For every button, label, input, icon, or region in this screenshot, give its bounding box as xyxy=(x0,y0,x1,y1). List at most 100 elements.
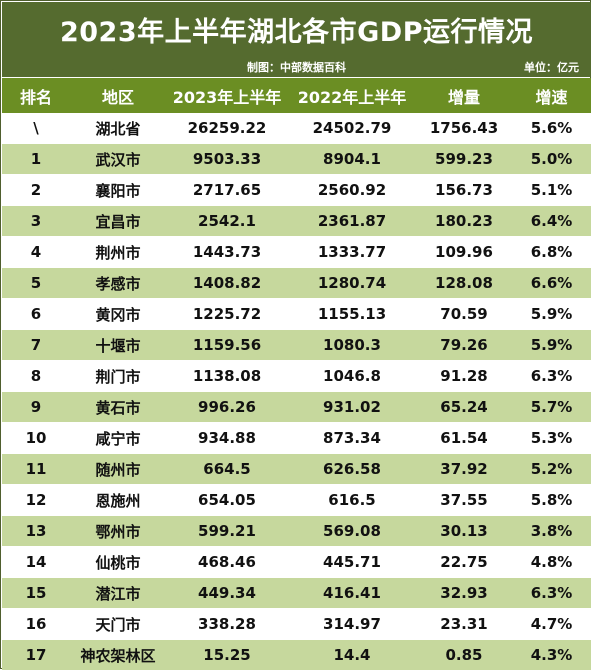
cell-growth-rate: 5.2% xyxy=(530,460,573,478)
cell-increase: 91.28 xyxy=(440,367,488,385)
cell-growth-rate: 6.3% xyxy=(530,584,573,602)
cell-2022h1: 8904.1 xyxy=(323,150,381,168)
cell-2023h1: 2717.65 xyxy=(192,181,262,199)
table-header: 排名 地区 2023年上半年 2022年上半年 增量 增速 xyxy=(2,78,591,113)
header-region: 地区 xyxy=(101,87,134,107)
table-row: \ 湖北省 26259.22 24502.79 1756.43 5.6% xyxy=(2,113,591,144)
cell-region: 荆州市 xyxy=(95,243,141,262)
cell-2022h1: 569.08 xyxy=(323,522,381,540)
cell-2022h1: 1046.8 xyxy=(323,367,381,385)
cell-increase: 109.96 xyxy=(435,243,493,261)
cell-rank: 3 xyxy=(30,212,42,230)
cell-2023h1: 449.34 xyxy=(198,584,256,602)
cell-increase: 37.92 xyxy=(440,460,488,478)
cell-2023h1: 934.88 xyxy=(198,429,256,447)
cell-2023h1: 1408.82 xyxy=(192,274,262,292)
cell-growth-rate: 6.4% xyxy=(530,212,573,230)
cell-2022h1: 445.71 xyxy=(323,553,381,571)
cell-rank: 7 xyxy=(30,336,42,354)
cell-growth-rate: 5.9% xyxy=(530,336,573,354)
cell-2023h1: 1138.08 xyxy=(192,367,262,385)
table-row: 10 咸宁市 934.88 873.34 61.54 5.3% xyxy=(2,423,591,454)
table-row: 16 天门市 338.28 314.97 23.31 4.7% xyxy=(2,609,591,640)
cell-region: 湖北省 xyxy=(95,119,141,138)
cell-increase: 180.23 xyxy=(435,212,493,230)
cell-2022h1: 24502.79 xyxy=(312,119,392,137)
cell-rank: 1 xyxy=(30,150,42,168)
table-row: 17 神农架林区 15.25 14.4 0.85 4.3% xyxy=(2,640,591,671)
table-row: 1 武汉市 9503.33 8904.1 599.23 5.0% xyxy=(2,144,591,175)
credit-text: 制图：中部数据百科 xyxy=(247,61,346,74)
cell-region: 黄冈市 xyxy=(95,305,141,324)
cell-rank: 9 xyxy=(30,398,42,416)
cell-increase: 30.13 xyxy=(440,522,488,540)
cell-region: 咸宁市 xyxy=(95,429,141,448)
cell-2022h1: 616.5 xyxy=(328,491,376,509)
cell-2023h1: 1225.72 xyxy=(192,305,262,323)
cell-region: 神农架林区 xyxy=(80,646,156,665)
cell-region: 十堰市 xyxy=(95,336,141,355)
table-row: 14 仙桃市 468.46 445.71 22.75 4.8% xyxy=(2,547,591,578)
cell-growth-rate: 5.0% xyxy=(530,150,573,168)
header-2022h1: 2022年上半年 xyxy=(297,87,407,107)
cell-2023h1: 2542.1 xyxy=(198,212,256,230)
cell-2022h1: 931.02 xyxy=(323,398,381,416)
table-row: 2 襄阳市 2717.65 2560.92 156.73 5.1% xyxy=(2,175,591,206)
cell-2022h1: 2361.87 xyxy=(317,212,387,230)
cell-increase: 1756.43 xyxy=(429,119,499,137)
header-2023h1: 2023年上半年 xyxy=(172,87,282,107)
cell-2023h1: 599.21 xyxy=(198,522,256,540)
cell-rank: 11 xyxy=(25,460,47,478)
table-row: 15 潜江市 449.34 416.41 32.93 6.3% xyxy=(2,578,591,609)
table-row: 4 荆州市 1443.73 1333.77 109.96 6.8% xyxy=(2,237,591,268)
cell-growth-rate: 5.6% xyxy=(530,119,573,137)
cell-growth-rate: 5.3% xyxy=(530,429,573,447)
table-row: 6 黄冈市 1225.72 1155.13 70.59 5.9% xyxy=(2,299,591,330)
table-row: 12 恩施州 654.05 616.5 37.55 5.8% xyxy=(2,485,591,516)
cell-2023h1: 26259.22 xyxy=(187,119,267,137)
meta-bar: 制图：中部数据百科 单位：亿元 xyxy=(2,56,591,77)
cell-region: 孝感市 xyxy=(95,274,141,293)
cell-2022h1: 1080.3 xyxy=(323,336,381,354)
cell-2022h1: 1280.74 xyxy=(317,274,387,292)
cell-rank: 16 xyxy=(25,615,47,633)
table-row: 9 黄石市 996.26 931.02 65.24 5.7% xyxy=(2,392,591,423)
cell-rank: 10 xyxy=(25,429,47,447)
cell-rank: 12 xyxy=(25,491,47,509)
table-row: 3 宜昌市 2542.1 2361.87 180.23 6.4% xyxy=(2,206,591,237)
cell-region: 恩施州 xyxy=(95,491,141,510)
cell-rank: 2 xyxy=(30,181,42,199)
cell-rank: 14 xyxy=(25,553,47,571)
cell-2023h1: 468.46 xyxy=(198,553,256,571)
cell-rank: 5 xyxy=(30,274,42,292)
cell-2023h1: 664.5 xyxy=(203,460,251,478)
cell-growth-rate: 4.3% xyxy=(530,646,573,664)
cell-region: 荆门市 xyxy=(95,367,141,386)
cell-growth-rate: 5.1% xyxy=(530,181,573,199)
cell-2022h1: 1155.13 xyxy=(317,305,387,323)
cell-increase: 128.08 xyxy=(435,274,493,292)
unit-text: 单位：亿元 xyxy=(524,61,579,74)
cell-2022h1: 873.34 xyxy=(323,429,381,447)
cell-2022h1: 314.97 xyxy=(323,615,381,633)
header-increase: 增量 xyxy=(447,87,480,107)
cell-growth-rate: 4.7% xyxy=(530,615,573,633)
cell-increase: 22.75 xyxy=(440,553,488,571)
cell-growth-rate: 5.8% xyxy=(530,491,573,509)
cell-region: 宜昌市 xyxy=(95,212,141,231)
header-rank: 排名 xyxy=(19,87,52,107)
cell-2022h1: 1333.77 xyxy=(317,243,387,261)
cell-increase: 65.24 xyxy=(440,398,488,416)
table-row: 8 荆门市 1138.08 1046.8 91.28 6.3% xyxy=(2,361,591,392)
cell-increase: 156.73 xyxy=(435,181,493,199)
cell-increase: 599.23 xyxy=(435,150,493,168)
cell-region: 鄂州市 xyxy=(95,522,141,541)
cell-increase: 37.55 xyxy=(440,491,488,509)
cell-rank: 15 xyxy=(25,584,47,602)
cell-region: 武汉市 xyxy=(95,150,141,169)
cell-region: 襄阳市 xyxy=(95,181,141,200)
cell-2023h1: 15.25 xyxy=(203,646,251,664)
cell-rank: 17 xyxy=(25,646,47,664)
cell-2022h1: 626.58 xyxy=(323,460,381,478)
